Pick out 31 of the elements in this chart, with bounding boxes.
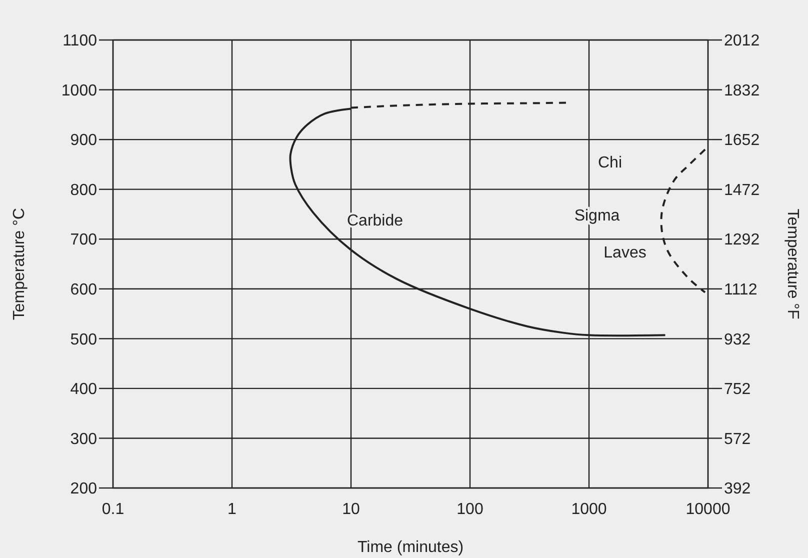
y2-tick-label: 752: [724, 381, 751, 398]
annotation: Chi: [598, 154, 622, 172]
y-tick-label: 800: [70, 182, 98, 199]
y2-tick-label: 572: [724, 430, 751, 448]
annotation: Laves: [604, 244, 646, 262]
x-axis-title: Time (minutes): [357, 539, 464, 556]
y-axis-title: Temperature °C: [11, 208, 28, 320]
y-tick-label: 300: [70, 430, 98, 448]
x-tick-label: 100: [456, 501, 484, 518]
x-tick-label: 1: [228, 501, 237, 518]
x-tick-label: 1000: [571, 501, 607, 518]
y-tick-label: 1000: [61, 82, 98, 100]
y2-axis-title: Temperature °F: [784, 208, 801, 320]
y-tick-label: 400: [70, 381, 98, 398]
y-tick-label: 700: [70, 232, 98, 249]
y-tick-label: 900: [70, 132, 98, 150]
x-tick-label: 0.1: [102, 501, 124, 518]
y-tick-label: 500: [70, 331, 98, 348]
y-tick-label: 200: [70, 480, 98, 498]
y2-tick-label: 1652: [724, 132, 760, 150]
y2-tick-label: 1472: [724, 182, 760, 199]
y-tick-label: 1100: [62, 32, 98, 50]
x-tick-label: 10: [342, 501, 360, 518]
y2-tick-label: 1112: [724, 281, 758, 298]
x-tick-label: 10000: [686, 501, 730, 518]
y2-tick-label: 2012: [724, 32, 760, 50]
y2-tick-label: 1292: [724, 232, 760, 249]
y2-tick-label: 1832: [724, 82, 760, 100]
y2-tick-label: 932: [724, 331, 751, 348]
y-tick-label: 600: [70, 281, 98, 298]
y2-tick-label: 392: [724, 480, 751, 498]
